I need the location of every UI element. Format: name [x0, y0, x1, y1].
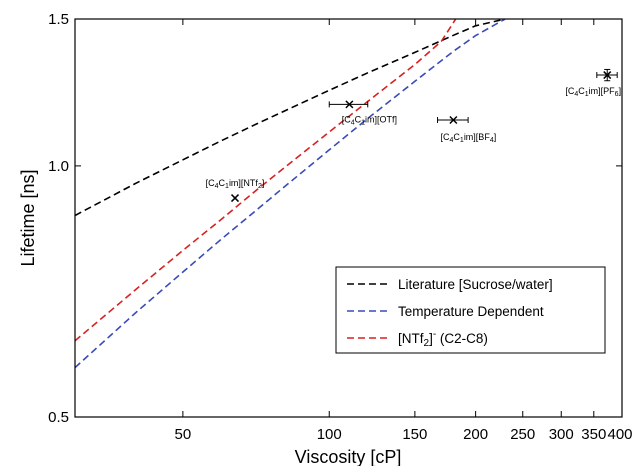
point-marker [345, 100, 354, 109]
x-tick-label: 350 [581, 426, 606, 443]
plot-frame [74, 18, 623, 418]
y-tick-label: 1.5 [48, 11, 69, 28]
point-label: [C4C1im][PF6] [565, 86, 621, 98]
legend: Literature [Sucrose/water] Temperature De… [335, 266, 606, 354]
axis-ticks: 50 100 150 200 250 300 350 400 0.5 1.0 1.5 [48, 11, 632, 443]
legend-label: Temperature Dependent [398, 304, 544, 319]
point-marker [603, 71, 612, 80]
series-line-1 [75, 19, 506, 217]
data-point: [C4C1im][PF6] [565, 68, 621, 98]
data-point: [C4C1im][OTf] [328, 100, 397, 126]
data-point: [C4C1im][NTf2] [206, 178, 265, 203]
point-label: [C4C1im][NTf2] [206, 178, 265, 190]
point-label: [C4C1im][OTf] [342, 114, 397, 126]
series-curves [75, 19, 506, 369]
x-axis-title: Viscosity [cP] [295, 447, 402, 466]
y-axis-title: Lifetime [ns] [18, 169, 38, 266]
y-tick-label: 0.5 [48, 409, 69, 426]
x-tick-label: 150 [402, 426, 427, 443]
point-label: [C4C1im][BF4] [441, 132, 497, 144]
legend-label: [NTf2]- (C2-C8) [398, 329, 488, 349]
x-tick-label: 250 [510, 426, 535, 443]
point-marker [449, 115, 458, 125]
series-line-3 [75, 19, 457, 342]
x-tick-label: 200 [463, 426, 488, 443]
data-points: [C4C1im][NTf2] [C4C1im][OTf] [C4C1im][BF4]… [206, 68, 621, 203]
legend-label: Literature [Sucrose/water] [398, 277, 553, 292]
x-tick-label: 400 [607, 426, 632, 443]
y-tick-label: 1.0 [48, 158, 69, 175]
point-marker [230, 194, 240, 203]
data-point: [C4C1im][BF4] [437, 115, 497, 144]
x-tick-label: 50 [175, 426, 192, 443]
series-line-2 [75, 19, 506, 369]
x-tick-label: 100 [317, 426, 342, 443]
x-tick-label: 300 [549, 426, 574, 443]
